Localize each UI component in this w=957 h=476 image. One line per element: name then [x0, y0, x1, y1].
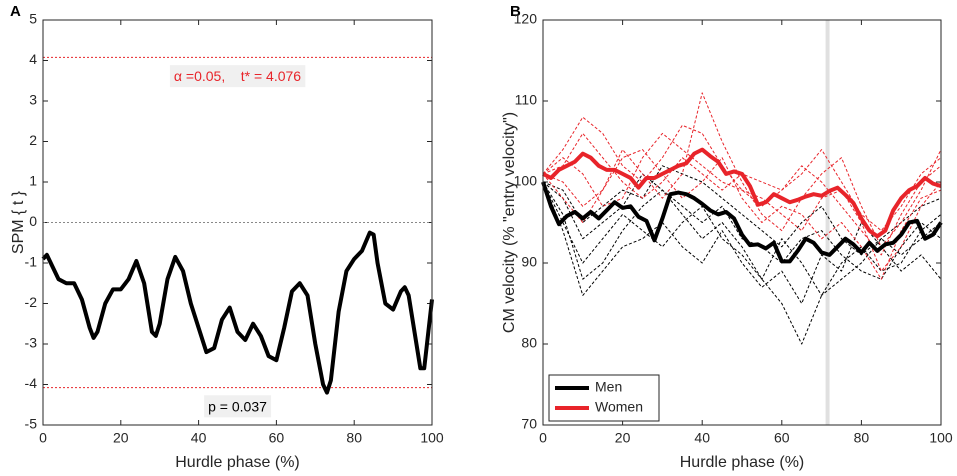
y-tick-label: -1	[25, 254, 38, 270]
y-tick-label: 110	[515, 92, 538, 108]
x-axis-label: Hurdle phase (%)	[680, 454, 805, 471]
x-tick-label: 60	[774, 430, 790, 446]
panel-label: A	[10, 3, 21, 20]
y-tick-label: 100	[514, 173, 538, 189]
trace-line	[542, 181, 942, 345]
y-tick-label: -2	[25, 294, 38, 310]
annotation-box	[169, 65, 306, 88]
y-tick-label: 4	[29, 51, 37, 67]
plot-frame	[542, 19, 942, 426]
x-tick-label: 80	[854, 430, 870, 446]
y-tick-label: 70	[521, 416, 537, 432]
y-tick-label: 1	[29, 173, 37, 189]
legend-label: Women	[595, 399, 643, 415]
y-tick-label: 90	[521, 254, 537, 270]
y-tick-label: -3	[25, 335, 38, 351]
x-tick-label: 40	[694, 430, 710, 446]
annotation: α =0.05, t* = 4.076	[174, 68, 301, 84]
plot-area	[543, 20, 941, 425]
shaded-band	[825, 20, 830, 425]
x-tick-label: 40	[191, 430, 207, 446]
x-tick-label: 0	[539, 430, 547, 446]
x-tick-label: 0	[39, 430, 47, 446]
mean-line	[542, 147, 942, 239]
y-tick-label: 3	[29, 92, 37, 108]
x-tick-label: 80	[346, 430, 362, 446]
y-tick-label: 5	[29, 11, 37, 27]
annotation-box	[204, 395, 272, 418]
chart-panel: B 0 20 40 60 80 100 70 80 90 100 110 120 Hurdle phase…	[501, 3, 953, 471]
x-tick-label: 20	[615, 430, 631, 446]
annotation: p = 0.037	[208, 398, 267, 414]
chart-panel: A 0 20 40 60 80 100 -5 -4 -3 -2 -1 0 1 2 3 4 5 α =0.05, t*…	[10, 3, 444, 471]
trace-line	[542, 173, 942, 280]
mean-line	[541, 181, 943, 264]
trace-line	[542, 149, 942, 280]
trace-line	[542, 181, 942, 296]
trace-line	[41, 230, 434, 395]
panel-label: B	[510, 3, 521, 20]
plot-frame	[42, 19, 433, 426]
y-tick-label: 2	[29, 132, 37, 148]
trace-line	[542, 132, 942, 272]
y-tick-label: 0	[29, 213, 37, 229]
x-tick-label: 60	[269, 430, 285, 446]
y-tick-label: -5	[25, 416, 38, 432]
y-axis-label: CM velocity (% "entry velocity")	[501, 112, 518, 333]
trace-line	[542, 181, 942, 304]
x-tick-label: 100	[420, 430, 444, 446]
y-tick-label: 80	[521, 335, 537, 351]
y-tick-label: 120	[514, 11, 538, 27]
x-axis-label: Hurdle phase (%)	[175, 454, 300, 471]
x-tick-label: 100	[929, 430, 953, 446]
y-axis-label: SPM { t }	[10, 190, 27, 254]
legend-label: Men	[595, 379, 622, 395]
y-tick-label: -4	[25, 375, 38, 391]
x-tick-label: 20	[113, 430, 129, 446]
trace-line	[542, 116, 942, 232]
legend-box	[548, 374, 660, 422]
